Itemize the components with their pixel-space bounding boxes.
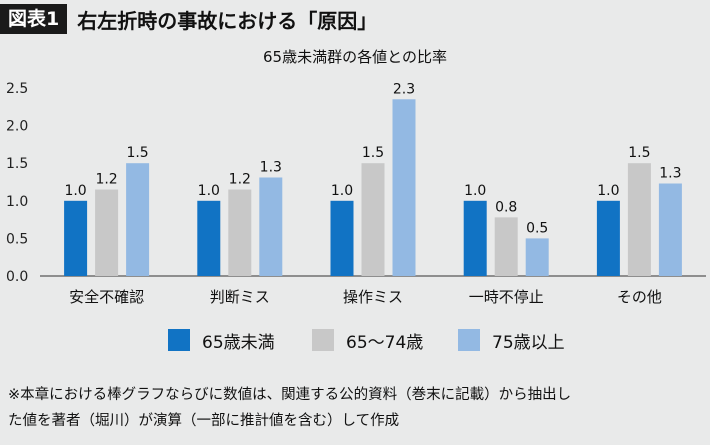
figure-title: 右左折時の事故における「原因」 — [77, 8, 378, 33]
data-label: 1.5 — [628, 145, 650, 161]
footnote: ※本章における棒グラフならびに数値は、関連する公的資料（巻末に記載）から抽出し … — [8, 382, 706, 434]
data-label: 1.3 — [659, 166, 681, 182]
y-tick-label: 1.0 — [6, 194, 28, 210]
bar — [658, 183, 682, 276]
chart-title: 65歳未満群の各値との比率 — [263, 48, 447, 66]
legend-label: 75歳以上 — [492, 332, 565, 353]
data-label: 1.2 — [95, 172, 117, 188]
bar — [361, 163, 385, 276]
data-label: 0.5 — [526, 220, 548, 236]
legend-swatch — [168, 329, 190, 351]
data-label: 1.0 — [198, 183, 220, 199]
y-tick-label: 2.5 — [6, 81, 28, 97]
legend-label: 65歳未満 — [202, 332, 275, 353]
bar — [463, 200, 487, 276]
bar — [525, 238, 549, 276]
data-label: 1.2 — [229, 172, 251, 188]
category-label: その他 — [617, 288, 662, 306]
category-label: 安全不確認 — [69, 288, 144, 306]
legend-swatch — [458, 329, 480, 351]
bar — [259, 177, 283, 276]
footnote-line: ※本章における棒グラフならびに数値は、関連する公的資料（巻末に記載）から抽出し — [8, 387, 572, 403]
data-label: 1.0 — [597, 183, 619, 199]
y-tick-label: 0.5 — [6, 231, 28, 247]
category-label: 一時不停止 — [469, 288, 544, 306]
legend-item-under-65: 65歳未満 — [168, 322, 275, 358]
bar — [330, 200, 354, 276]
bar — [95, 189, 119, 276]
data-label: 1.5 — [362, 145, 384, 161]
data-label: 1.0 — [64, 183, 86, 199]
data-label: 1.0 — [464, 183, 486, 199]
category-label: 判断ミス — [210, 288, 270, 306]
legend: 65歳未満 65～74歳 75歳以上 — [0, 322, 710, 358]
figure-label: 図表1 — [0, 4, 68, 34]
figure-header: 図表1 右左折時の事故における「原因」 — [0, 4, 377, 34]
legend-item-75-over: 75歳以上 — [458, 322, 565, 358]
legend-swatch — [312, 329, 334, 351]
y-tick-label: 0.0 — [6, 269, 28, 285]
y-tick-label: 1.5 — [6, 156, 28, 172]
bar — [197, 200, 221, 276]
bar — [494, 217, 518, 276]
bar — [596, 200, 620, 276]
bar — [64, 200, 88, 276]
bar-chart: 65歳未満群の各値との比率 0.0 0.5 1.0 1.5 2.0 2.5 1.0 1.2 1.5… — [6, 48, 706, 306]
data-label: 2.3 — [393, 81, 415, 97]
footnote-line: た値を著者（堀川）が演算（一部に推計値を含む）して作成 — [8, 413, 400, 429]
data-label: 1.5 — [126, 145, 148, 161]
bar — [126, 163, 150, 276]
bar — [392, 99, 416, 276]
data-label: 0.8 — [495, 199, 517, 215]
category-label: 操作ミス — [343, 288, 403, 306]
y-tick-label: 2.0 — [6, 119, 28, 135]
bar — [228, 189, 252, 276]
data-label: 1.0 — [331, 183, 353, 199]
legend-item-65-74: 65～74歳 — [312, 322, 423, 358]
legend-label: 65～74歳 — [346, 332, 424, 353]
data-label: 1.3 — [260, 159, 282, 175]
bar — [627, 163, 651, 276]
